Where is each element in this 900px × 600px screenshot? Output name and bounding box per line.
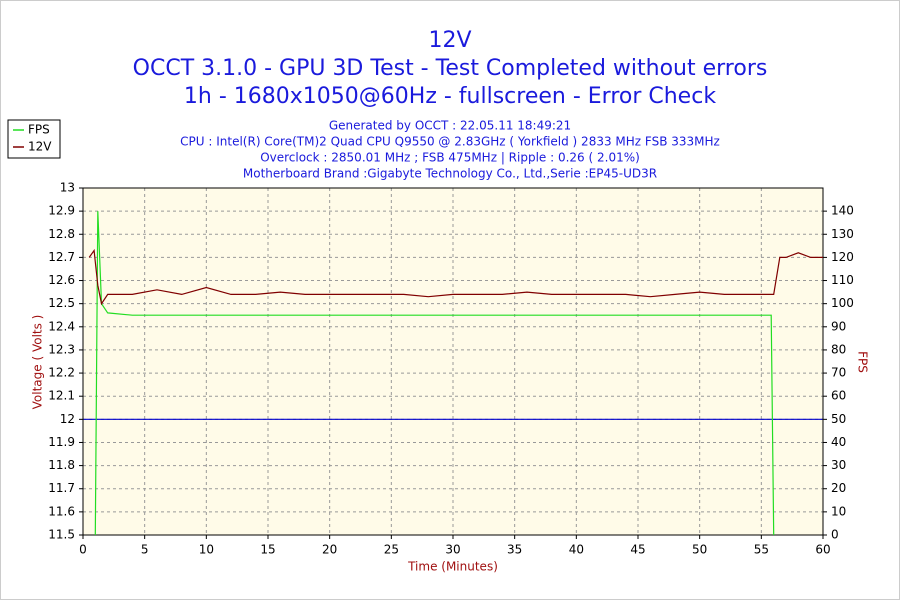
y2-tick-label: 90 bbox=[831, 319, 846, 333]
y2-tick-label: 0 bbox=[831, 528, 839, 542]
x-tick-label: 50 bbox=[692, 543, 707, 557]
y2-tick-label: 130 bbox=[831, 227, 854, 241]
plot-border bbox=[82, 187, 824, 536]
info-line: Overclock : 2850.01 MHz ; FSB 475MHz | R… bbox=[260, 151, 640, 165]
y2-tick-label: 50 bbox=[831, 412, 846, 426]
legend-box bbox=[7, 119, 61, 159]
y2-tick-label: 30 bbox=[831, 458, 846, 472]
chart-subtitle: 1h - 1680x1050@60Hz - fullscreen - Error… bbox=[184, 84, 716, 109]
y2-tick-label: 40 bbox=[831, 435, 846, 449]
x-tick-label: 15 bbox=[260, 543, 275, 557]
y-tick-label: 12.9 bbox=[48, 204, 75, 218]
y-tick-label: 12.7 bbox=[48, 250, 75, 264]
y2-tick-label: 60 bbox=[831, 389, 846, 403]
y-tick-label: 12.4 bbox=[48, 319, 75, 333]
x-tick-label: 60 bbox=[815, 543, 830, 557]
x-tick-label: 20 bbox=[322, 543, 337, 557]
x-tick-label: 0 bbox=[79, 543, 87, 557]
y2-tick-label: 120 bbox=[831, 250, 854, 264]
series-line bbox=[88, 248, 823, 306]
x-tick-label: 35 bbox=[507, 543, 522, 557]
y-tick-label: 11.7 bbox=[48, 481, 75, 495]
x-tick-label: 45 bbox=[630, 543, 645, 557]
y2-axis-label: FPS bbox=[856, 351, 870, 373]
y-tick-label: 12 bbox=[60, 412, 75, 426]
y-tick-label: 11.6 bbox=[48, 504, 75, 518]
y-tick-label: 12.3 bbox=[48, 342, 75, 356]
y-tick-label: 11.8 bbox=[48, 458, 75, 472]
y-tick-label: 12.2 bbox=[48, 366, 75, 380]
y-tick-label: 13 bbox=[60, 181, 75, 195]
y-tick-label: 11.9 bbox=[48, 435, 75, 449]
y2-tick-label: 20 bbox=[831, 481, 846, 495]
info-line: Motherboard Brand :Gigabyte Technology C… bbox=[243, 167, 657, 181]
y2-tick-label: 140 bbox=[831, 204, 854, 218]
chart-title: 12V bbox=[428, 28, 471, 53]
y-tick-label: 12.8 bbox=[48, 227, 75, 241]
y-tick-label: 12.6 bbox=[48, 273, 75, 287]
x-tick-label: 25 bbox=[384, 543, 399, 557]
y2-tick-label: 70 bbox=[831, 366, 846, 380]
y2-tick-label: 100 bbox=[831, 296, 854, 310]
y2-tick-label: 80 bbox=[831, 342, 846, 356]
x-tick-label: 5 bbox=[141, 543, 149, 557]
x-axis-label: Time (Minutes) bbox=[407, 560, 498, 574]
y-axis-label: Voltage ( Volts ) bbox=[31, 315, 45, 410]
y-tick-label: 11.5 bbox=[48, 528, 75, 542]
x-tick-label: 30 bbox=[445, 543, 460, 557]
legend-label: FPS bbox=[28, 123, 50, 137]
x-tick-label: 10 bbox=[199, 543, 214, 557]
info-line: Generated by OCCT : 22.05.11 18:49:21 bbox=[329, 119, 571, 133]
info-line: CPU : Intel(R) Core(TM)2 Quad CPU Q9550 … bbox=[180, 135, 720, 149]
y-tick-label: 12.1 bbox=[48, 389, 75, 403]
y2-tick-label: 10 bbox=[831, 504, 846, 518]
x-tick-label: 55 bbox=[754, 543, 769, 557]
series-line bbox=[94, 211, 775, 536]
y2-tick-label: 110 bbox=[831, 273, 854, 287]
x-tick-label: 40 bbox=[569, 543, 584, 557]
legend-label: 12V bbox=[28, 140, 52, 154]
y-tick-label: 12.5 bbox=[48, 296, 75, 310]
chart-subtitle: OCCT 3.1.0 - GPU 3D Test - Test Complete… bbox=[133, 56, 768, 81]
